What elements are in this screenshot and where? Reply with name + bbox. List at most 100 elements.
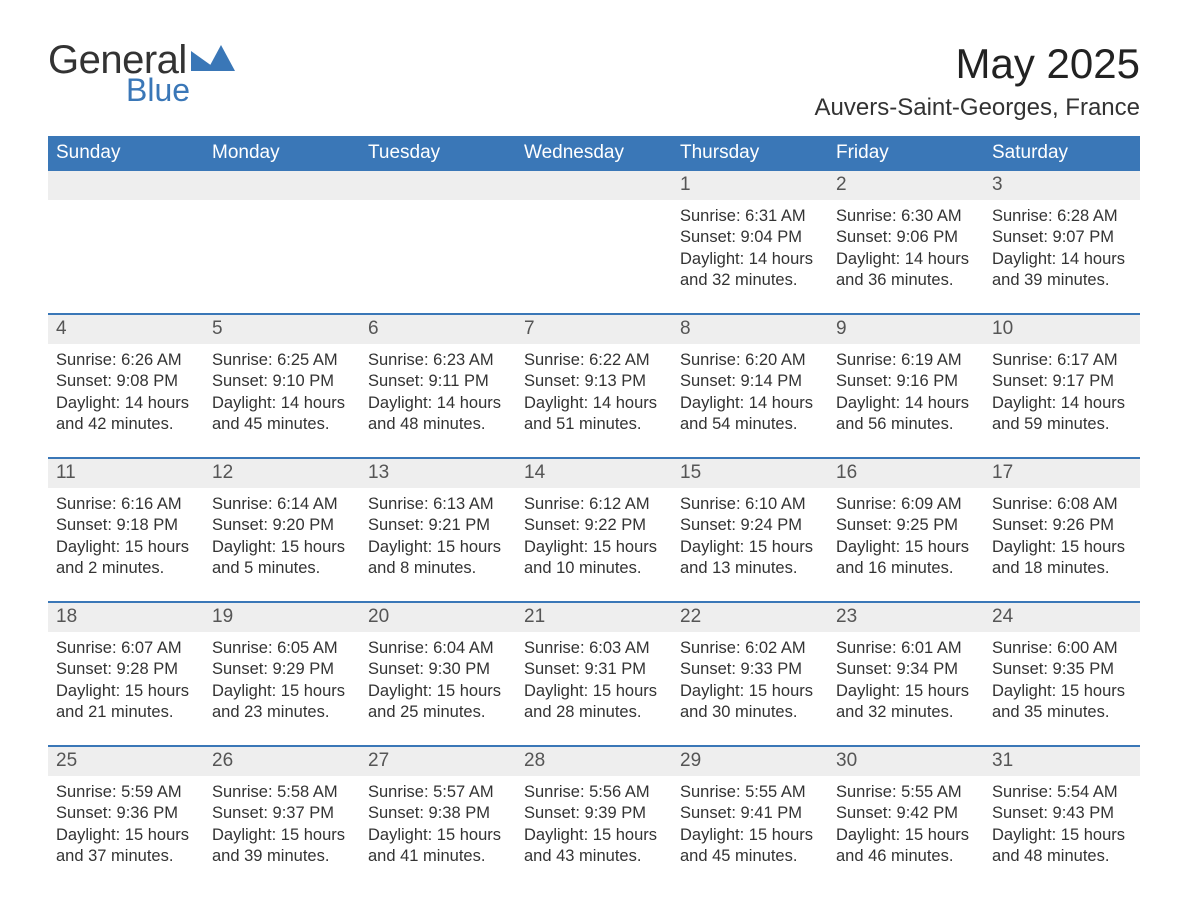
sunrise-line: Sunrise: 6:22 AM bbox=[524, 350, 664, 371]
day-details: Sunrise: 5:55 AMSunset: 9:41 PMDaylight:… bbox=[672, 776, 828, 868]
sunrise-line: Sunrise: 6:16 AM bbox=[56, 494, 196, 515]
calendar-day-cell: 1Sunrise: 6:31 AMSunset: 9:04 PMDaylight… bbox=[672, 171, 828, 301]
daylight-line: Daylight: 15 hours and 35 minutes. bbox=[992, 681, 1132, 724]
daylight-line: Daylight: 15 hours and 30 minutes. bbox=[680, 681, 820, 724]
day-details: Sunrise: 5:58 AMSunset: 9:37 PMDaylight:… bbox=[204, 776, 360, 868]
day-details: Sunrise: 6:12 AMSunset: 9:22 PMDaylight:… bbox=[516, 488, 672, 580]
weekday-header: Tuesday bbox=[360, 136, 516, 171]
daylight-line: Daylight: 15 hours and 16 minutes. bbox=[836, 537, 976, 580]
month-title: May 2025 bbox=[815, 40, 1140, 88]
day-number: 12 bbox=[204, 459, 360, 488]
location-subtitle: Auvers-Saint-Georges, France bbox=[815, 94, 1140, 122]
sunset-line: Sunset: 9:24 PM bbox=[680, 515, 820, 536]
calendar-week: 1Sunrise: 6:31 AMSunset: 9:04 PMDaylight… bbox=[48, 171, 1140, 301]
sunset-line: Sunset: 9:36 PM bbox=[56, 803, 196, 824]
daylight-line: Daylight: 15 hours and 8 minutes. bbox=[368, 537, 508, 580]
sunset-line: Sunset: 9:04 PM bbox=[680, 227, 820, 248]
sunrise-line: Sunrise: 6:20 AM bbox=[680, 350, 820, 371]
sunrise-line: Sunrise: 6:17 AM bbox=[992, 350, 1132, 371]
sunset-line: Sunset: 9:33 PM bbox=[680, 659, 820, 680]
sunset-line: Sunset: 9:20 PM bbox=[212, 515, 352, 536]
sunrise-line: Sunrise: 6:25 AM bbox=[212, 350, 352, 371]
daylight-line: Daylight: 15 hours and 25 minutes. bbox=[368, 681, 508, 724]
sunrise-line: Sunrise: 6:08 AM bbox=[992, 494, 1132, 515]
sunset-line: Sunset: 9:25 PM bbox=[836, 515, 976, 536]
sunset-line: Sunset: 9:07 PM bbox=[992, 227, 1132, 248]
day-number: 17 bbox=[984, 459, 1140, 488]
day-number: 15 bbox=[672, 459, 828, 488]
day-details: Sunrise: 6:28 AMSunset: 9:07 PMDaylight:… bbox=[984, 200, 1140, 292]
calendar-day-cell bbox=[360, 171, 516, 301]
day-details: Sunrise: 6:03 AMSunset: 9:31 PMDaylight:… bbox=[516, 632, 672, 724]
daylight-line: Daylight: 14 hours and 32 minutes. bbox=[680, 249, 820, 292]
day-number: 18 bbox=[48, 603, 204, 632]
sunrise-line: Sunrise: 6:19 AM bbox=[836, 350, 976, 371]
weekday-header: Sunday bbox=[48, 136, 204, 171]
day-number: 27 bbox=[360, 747, 516, 776]
day-details: Sunrise: 5:56 AMSunset: 9:39 PMDaylight:… bbox=[516, 776, 672, 868]
calendar-week: 18Sunrise: 6:07 AMSunset: 9:28 PMDayligh… bbox=[48, 601, 1140, 733]
day-details: Sunrise: 6:09 AMSunset: 9:25 PMDaylight:… bbox=[828, 488, 984, 580]
calendar-day-cell: 12Sunrise: 6:14 AMSunset: 9:20 PMDayligh… bbox=[204, 459, 360, 589]
day-number: 20 bbox=[360, 603, 516, 632]
sunset-line: Sunset: 9:10 PM bbox=[212, 371, 352, 392]
daylight-line: Daylight: 15 hours and 48 minutes. bbox=[992, 825, 1132, 868]
day-details: Sunrise: 6:23 AMSunset: 9:11 PMDaylight:… bbox=[360, 344, 516, 436]
calendar-day-cell: 25Sunrise: 5:59 AMSunset: 9:36 PMDayligh… bbox=[48, 747, 204, 877]
sunrise-line: Sunrise: 6:04 AM bbox=[368, 638, 508, 659]
day-details: Sunrise: 6:19 AMSunset: 9:16 PMDaylight:… bbox=[828, 344, 984, 436]
daylight-line: Daylight: 15 hours and 2 minutes. bbox=[56, 537, 196, 580]
daylight-line: Daylight: 14 hours and 59 minutes. bbox=[992, 393, 1132, 436]
sunrise-line: Sunrise: 6:07 AM bbox=[56, 638, 196, 659]
daylight-line: Daylight: 15 hours and 13 minutes. bbox=[680, 537, 820, 580]
daylight-line: Daylight: 15 hours and 23 minutes. bbox=[212, 681, 352, 724]
calendar-day-cell: 15Sunrise: 6:10 AMSunset: 9:24 PMDayligh… bbox=[672, 459, 828, 589]
day-number: 28 bbox=[516, 747, 672, 776]
page-header: General Blue May 2025 Auvers-Saint-Georg… bbox=[48, 40, 1140, 122]
day-number: 29 bbox=[672, 747, 828, 776]
sunset-line: Sunset: 9:14 PM bbox=[680, 371, 820, 392]
day-number: 2 bbox=[828, 171, 984, 200]
daylight-line: Daylight: 15 hours and 28 minutes. bbox=[524, 681, 664, 724]
sunrise-line: Sunrise: 6:31 AM bbox=[680, 206, 820, 227]
title-block: May 2025 Auvers-Saint-Georges, France bbox=[815, 40, 1140, 122]
brand-logo: General Blue bbox=[48, 40, 235, 106]
sunset-line: Sunset: 9:31 PM bbox=[524, 659, 664, 680]
calendar-week: 25Sunrise: 5:59 AMSunset: 9:36 PMDayligh… bbox=[48, 745, 1140, 877]
day-number: 9 bbox=[828, 315, 984, 344]
calendar-day-cell: 17Sunrise: 6:08 AMSunset: 9:26 PMDayligh… bbox=[984, 459, 1140, 589]
sunset-line: Sunset: 9:26 PM bbox=[992, 515, 1132, 536]
sunset-line: Sunset: 9:38 PM bbox=[368, 803, 508, 824]
day-details: Sunrise: 6:20 AMSunset: 9:14 PMDaylight:… bbox=[672, 344, 828, 436]
calendar-day-cell: 29Sunrise: 5:55 AMSunset: 9:41 PMDayligh… bbox=[672, 747, 828, 877]
sunrise-line: Sunrise: 6:28 AM bbox=[992, 206, 1132, 227]
day-details: Sunrise: 6:25 AMSunset: 9:10 PMDaylight:… bbox=[204, 344, 360, 436]
calendar-day-cell: 19Sunrise: 6:05 AMSunset: 9:29 PMDayligh… bbox=[204, 603, 360, 733]
calendar-day-cell: 9Sunrise: 6:19 AMSunset: 9:16 PMDaylight… bbox=[828, 315, 984, 445]
day-details: Sunrise: 6:00 AMSunset: 9:35 PMDaylight:… bbox=[984, 632, 1140, 724]
daylight-line: Daylight: 15 hours and 5 minutes. bbox=[212, 537, 352, 580]
day-details: Sunrise: 5:55 AMSunset: 9:42 PMDaylight:… bbox=[828, 776, 984, 868]
daylight-line: Daylight: 15 hours and 39 minutes. bbox=[212, 825, 352, 868]
sunrise-line: Sunrise: 5:55 AM bbox=[836, 782, 976, 803]
calendar-day-cell: 23Sunrise: 6:01 AMSunset: 9:34 PMDayligh… bbox=[828, 603, 984, 733]
day-number: 30 bbox=[828, 747, 984, 776]
day-details: Sunrise: 6:10 AMSunset: 9:24 PMDaylight:… bbox=[672, 488, 828, 580]
day-details: Sunrise: 6:14 AMSunset: 9:20 PMDaylight:… bbox=[204, 488, 360, 580]
calendar-day-cell: 13Sunrise: 6:13 AMSunset: 9:21 PMDayligh… bbox=[360, 459, 516, 589]
calendar-day-cell: 14Sunrise: 6:12 AMSunset: 9:22 PMDayligh… bbox=[516, 459, 672, 589]
daylight-line: Daylight: 14 hours and 42 minutes. bbox=[56, 393, 196, 436]
sunset-line: Sunset: 9:11 PM bbox=[368, 371, 508, 392]
sunset-line: Sunset: 9:35 PM bbox=[992, 659, 1132, 680]
daylight-line: Daylight: 14 hours and 56 minutes. bbox=[836, 393, 976, 436]
day-number bbox=[204, 171, 360, 200]
sunrise-line: Sunrise: 6:13 AM bbox=[368, 494, 508, 515]
calendar-day-cell: 16Sunrise: 6:09 AMSunset: 9:25 PMDayligh… bbox=[828, 459, 984, 589]
day-details: Sunrise: 6:26 AMSunset: 9:08 PMDaylight:… bbox=[48, 344, 204, 436]
daylight-line: Daylight: 14 hours and 48 minutes. bbox=[368, 393, 508, 436]
daylight-line: Daylight: 15 hours and 37 minutes. bbox=[56, 825, 196, 868]
sunrise-line: Sunrise: 5:58 AM bbox=[212, 782, 352, 803]
sunrise-line: Sunrise: 5:57 AM bbox=[368, 782, 508, 803]
day-number: 19 bbox=[204, 603, 360, 632]
sunrise-line: Sunrise: 6:00 AM bbox=[992, 638, 1132, 659]
